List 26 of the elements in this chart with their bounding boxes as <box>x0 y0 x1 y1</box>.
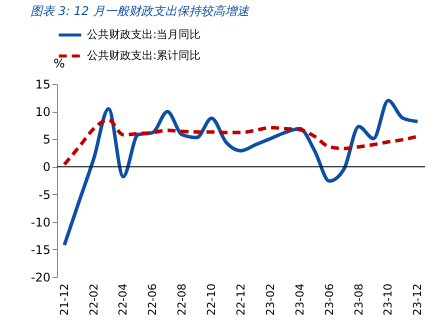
x-tick-label: 23-02 <box>264 284 277 316</box>
y-tick-label: -15 <box>30 242 50 257</box>
y-tick-label: 0 <box>42 160 50 174</box>
chart-title: 图表 3: 12 月一般财政支出保持较高增速 <box>30 4 250 18</box>
x-tick-label: 22-02 <box>87 284 100 316</box>
x-tick-label: 23-06 <box>322 284 336 316</box>
y-tick-label: -20 <box>30 270 50 284</box>
y-tick-label: 5 <box>42 132 50 147</box>
x-tick-label: 23-04 <box>293 284 306 316</box>
x-tick-label: 22-10 <box>205 284 218 316</box>
y-tick-label: -5 <box>38 188 50 202</box>
x-tick-label: 21-12 <box>58 284 71 316</box>
x-tick-label: 22-08 <box>176 284 189 316</box>
x-tick-label: 23-10 <box>382 284 395 316</box>
line-series <box>62 98 420 247</box>
x-tick-label: 23-12 <box>411 284 424 316</box>
y-axis-title: % <box>54 56 65 70</box>
legend-label: 公共财政支出:当月同比 <box>87 28 201 41</box>
x-tick-label: 22-12 <box>234 284 248 316</box>
legend-label: 公共财政支出:累计同比 <box>87 49 201 62</box>
y-tick-label: 10 <box>35 105 50 120</box>
x-tick-label: 22-06 <box>146 284 160 316</box>
y-tick-label: -10 <box>30 215 50 230</box>
x-tick-label: 22-04 <box>116 284 130 316</box>
y-tick-label: 15 <box>35 78 50 92</box>
x-tick-label: 23-08 <box>352 284 366 316</box>
